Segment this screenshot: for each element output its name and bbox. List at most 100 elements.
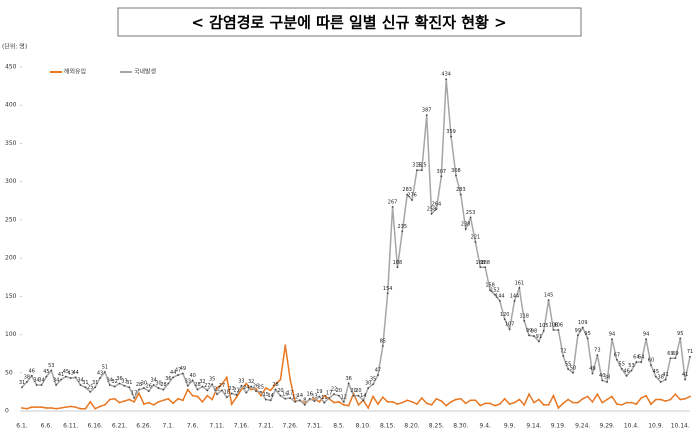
point (386, 400, 389, 403)
data-label: 20 (355, 388, 361, 394)
point (264, 398, 267, 401)
point (221, 383, 223, 386)
point (523, 319, 526, 322)
data-label: 36 (345, 376, 351, 382)
data-label: 20 (277, 388, 283, 394)
data-label: 38 (24, 374, 30, 380)
data-label: 71 (687, 349, 693, 355)
point (40, 406, 43, 409)
point (333, 393, 335, 396)
data-label: 161 (515, 280, 525, 286)
point (557, 407, 560, 409)
data-label: 34 (38, 378, 44, 384)
data-label: 69 (672, 351, 678, 357)
point (572, 371, 574, 374)
point (211, 398, 214, 401)
point (440, 400, 443, 402)
point (318, 400, 321, 403)
data-label: 434 (441, 72, 451, 78)
point (118, 401, 121, 404)
point (240, 384, 243, 387)
x-tick-label: 8.30. (453, 423, 468, 430)
y-tick-label: 100 (5, 331, 17, 338)
data-label: 27 (204, 383, 210, 389)
data-label: 31 (126, 380, 132, 386)
point (60, 378, 62, 381)
data-label: 43 (97, 371, 103, 377)
point (172, 402, 175, 405)
point (445, 404, 448, 407)
data-label: 46 (623, 368, 629, 374)
point (679, 398, 682, 401)
point (30, 374, 33, 377)
point (464, 402, 467, 405)
point (528, 334, 530, 337)
point (79, 407, 82, 410)
point (640, 361, 643, 363)
data-label: 32 (248, 379, 254, 385)
point (581, 326, 584, 329)
point (60, 407, 62, 409)
point (430, 403, 433, 406)
point (445, 78, 448, 81)
point (177, 374, 179, 376)
point (450, 400, 452, 403)
point (630, 369, 633, 372)
data-label: 264 (432, 202, 442, 208)
point (318, 395, 321, 398)
point (689, 395, 691, 398)
data-label: 34 (53, 378, 59, 384)
point (69, 405, 72, 408)
point (55, 384, 58, 386)
data-label: 31 (92, 380, 98, 386)
data-label: 283 (402, 187, 412, 193)
point (601, 401, 604, 404)
point (455, 174, 457, 177)
data-label: 22 (214, 387, 220, 393)
point (455, 398, 457, 401)
point (147, 390, 150, 393)
point (396, 403, 399, 406)
point (469, 399, 472, 402)
data-label: 19 (316, 389, 322, 395)
point (528, 393, 530, 396)
point (225, 376, 228, 379)
data-label: 14 (297, 393, 303, 399)
data-label: 235 (398, 224, 408, 230)
point (411, 400, 413, 403)
x-tick-label: 7.16. (234, 423, 249, 430)
data-label: 40 (189, 373, 195, 379)
x-tick-label: 10.4. (624, 423, 639, 430)
data-label: 8 (303, 397, 306, 403)
data-label: 64 (638, 355, 644, 361)
data-label: 36 (116, 376, 122, 382)
x-tick-label: 7.21. (258, 423, 273, 430)
y-tick-label: 50 (5, 369, 13, 376)
point (377, 403, 379, 406)
point (679, 337, 682, 340)
data-label: 25 (258, 384, 264, 390)
point (323, 401, 326, 404)
data-label: 60 (648, 358, 654, 364)
point (50, 407, 53, 409)
point (260, 394, 262, 397)
point (30, 406, 33, 409)
data-label: 30 (155, 381, 161, 387)
point (391, 400, 394, 403)
point (69, 377, 72, 380)
data-label: 91 (536, 334, 542, 340)
data-label: 41 (682, 372, 688, 378)
chart-title: < 감염경로 구분에 따른 일별 신규 확진자 현황 > (191, 14, 506, 32)
point (625, 401, 628, 404)
data-label: 144 (510, 293, 520, 299)
point (240, 388, 243, 391)
unit-label: (단위: 명) (2, 43, 27, 51)
point (89, 390, 92, 393)
point (615, 403, 618, 406)
point (494, 293, 496, 296)
point (74, 376, 77, 379)
point (50, 369, 53, 372)
point (420, 169, 423, 172)
legend-label: 해외유입 (64, 68, 86, 76)
